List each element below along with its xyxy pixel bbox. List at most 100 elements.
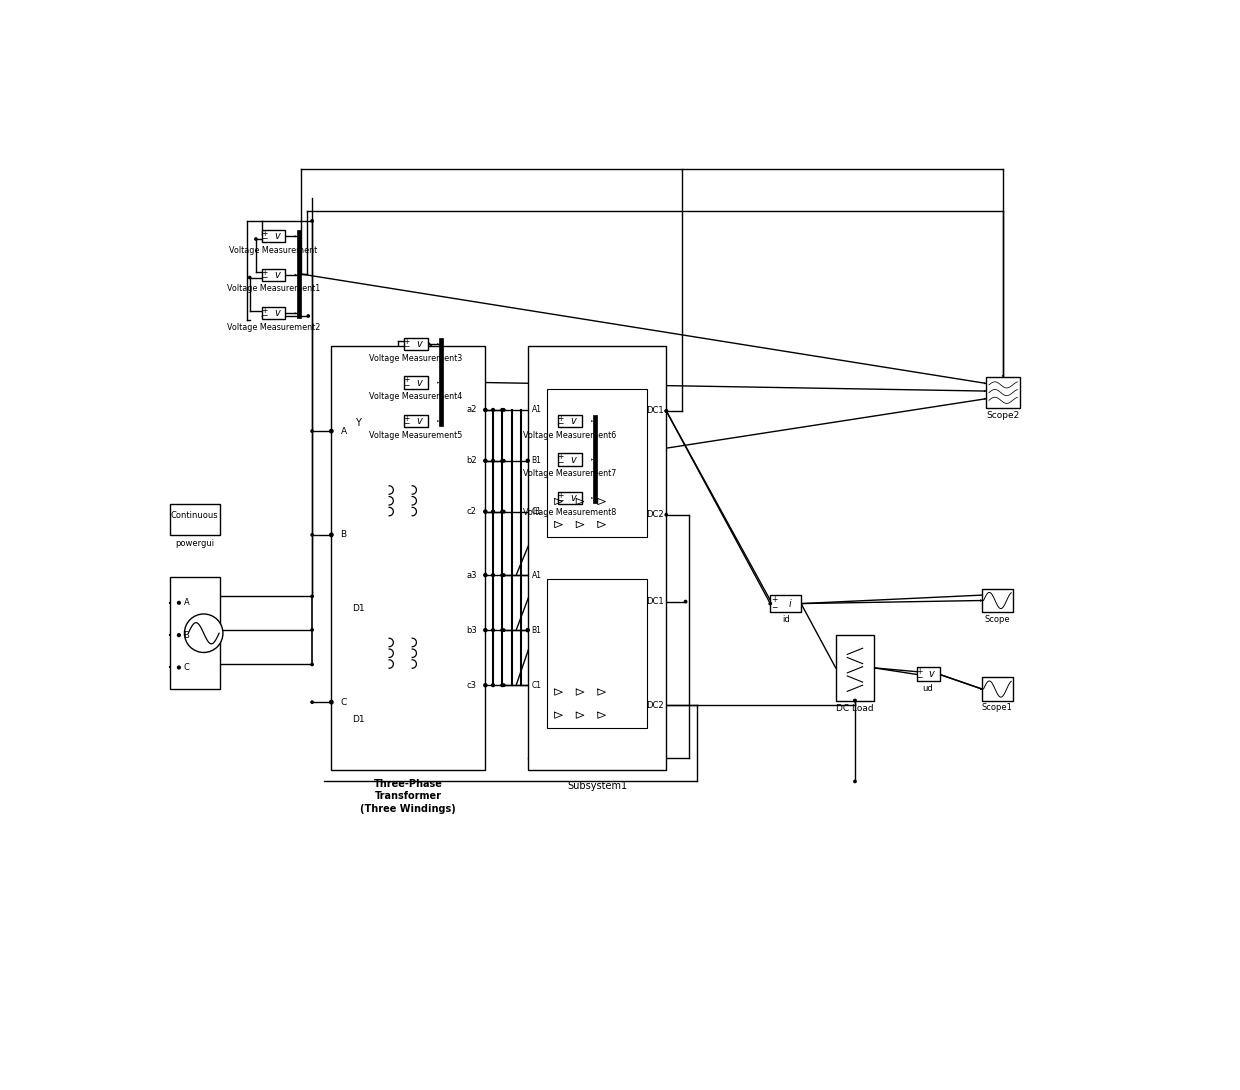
Polygon shape [591,497,593,499]
Text: Scope: Scope [985,615,1011,623]
Circle shape [311,534,314,536]
Bar [593,415,598,502]
Text: v: v [417,339,423,349]
Circle shape [254,238,257,240]
Circle shape [311,220,314,222]
Text: C1: C1 [532,507,542,516]
Text: c3: c3 [466,680,476,690]
Bar [982,589,1013,613]
Bar [404,338,428,350]
Text: (Three Windings): (Three Windings) [361,803,456,814]
Circle shape [484,573,487,577]
Text: A: A [341,426,347,436]
Text: Voltage Measurement2: Voltage Measurement2 [227,323,320,332]
Text: Scope1: Scope1 [982,703,1013,712]
Text: Continuous: Continuous [171,510,218,520]
Circle shape [330,533,334,536]
Bar [296,230,301,318]
Circle shape [484,629,487,632]
Circle shape [248,277,250,279]
Circle shape [502,629,505,631]
Text: −: − [403,420,409,428]
Circle shape [502,510,505,512]
Circle shape [502,574,505,577]
Polygon shape [1002,375,1004,377]
Text: v: v [929,669,935,679]
Text: Voltage Measurement5: Voltage Measurement5 [370,431,463,439]
Text: +: + [403,414,409,423]
Circle shape [330,701,334,704]
Text: v: v [570,416,577,426]
Text: +: + [771,595,777,604]
Bar [262,307,285,319]
Text: DC1: DC1 [646,407,663,415]
Text: powergui: powergui [175,538,215,548]
Polygon shape [295,312,296,314]
Circle shape [665,513,667,516]
Text: −: − [260,312,268,320]
Circle shape [769,603,771,605]
Circle shape [177,633,180,637]
Circle shape [185,614,223,653]
Polygon shape [295,235,296,238]
Text: Three-Phase: Three-Phase [374,779,443,789]
Circle shape [484,409,486,411]
Circle shape [501,629,503,631]
Bar [547,389,647,537]
Text: A1: A1 [532,405,542,414]
Circle shape [502,409,505,411]
Text: DC1: DC1 [646,597,663,606]
Polygon shape [980,600,982,602]
Polygon shape [980,688,982,690]
Text: i: i [789,598,791,608]
Text: +: + [260,306,268,315]
Bar [262,268,285,281]
Polygon shape [438,382,439,384]
Bar [547,579,647,727]
Circle shape [492,629,495,631]
Circle shape [484,409,487,411]
Text: +: + [558,490,564,500]
Text: Scope2: Scope2 [987,411,1019,420]
Circle shape [484,683,487,687]
Text: −: − [403,380,409,390]
Bar [170,578,219,689]
Text: D1: D1 [352,605,365,614]
Bar [986,377,1021,408]
Text: Voltage Measurement4: Voltage Measurement4 [370,392,463,401]
Text: v: v [417,416,423,426]
Circle shape [526,629,529,632]
Bar [982,678,1013,701]
Text: −: − [260,234,268,243]
Text: Voltage Measurement: Voltage Measurement [229,246,317,255]
Polygon shape [438,343,439,346]
Circle shape [502,685,505,687]
Polygon shape [295,274,296,276]
Bar [558,492,582,505]
Circle shape [484,510,487,513]
Text: −: − [558,496,564,506]
Text: a3: a3 [466,570,476,580]
Polygon shape [980,688,982,690]
Circle shape [330,429,334,433]
Circle shape [484,510,486,512]
Text: c2: c2 [466,507,476,516]
Polygon shape [438,420,439,422]
Text: id: id [781,615,790,625]
Text: +: + [558,452,564,461]
Text: v: v [274,231,280,241]
Circle shape [484,460,486,462]
Text: C1: C1 [532,680,542,690]
Circle shape [501,683,503,687]
Bar [528,347,666,770]
Bar [916,667,940,681]
Bar [836,635,874,701]
Text: Voltage Measurement8: Voltage Measurement8 [523,508,616,517]
Text: B: B [184,631,190,640]
Circle shape [492,459,495,462]
Circle shape [492,683,495,687]
Polygon shape [591,459,593,461]
Bar [770,595,801,613]
Circle shape [665,410,667,412]
Circle shape [177,602,180,604]
